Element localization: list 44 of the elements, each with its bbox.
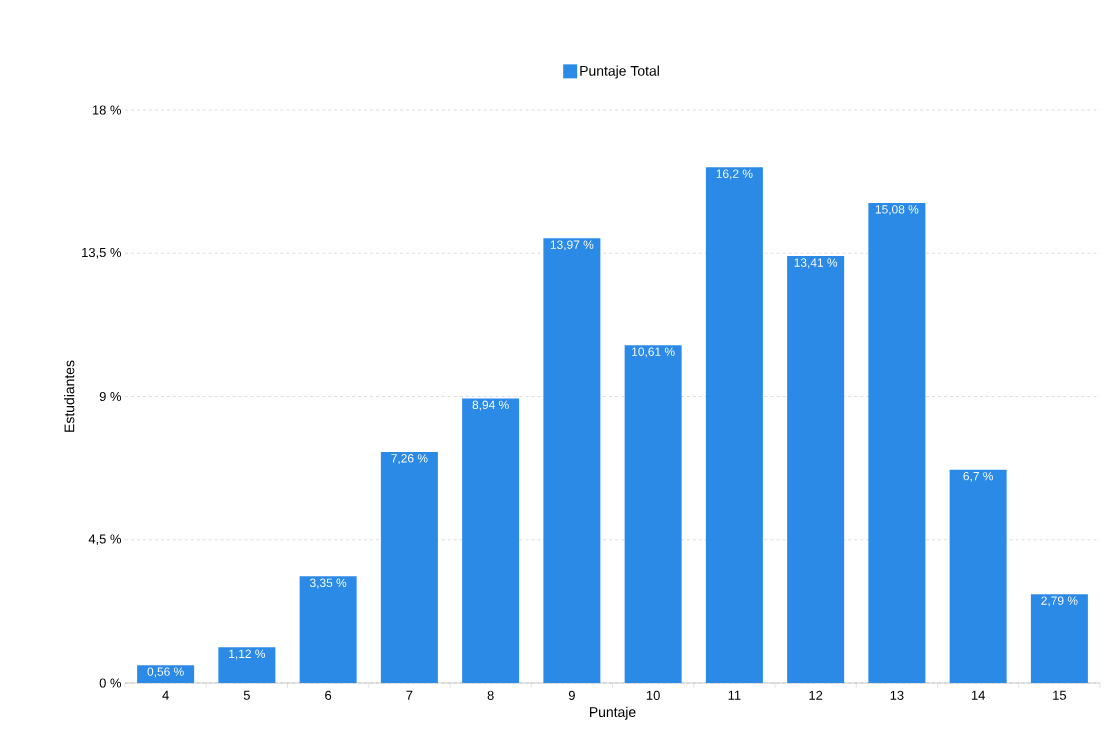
y-tick-label: 4,5 % bbox=[88, 534, 122, 546]
x-tick-label: 4 bbox=[162, 690, 169, 700]
x-tick-label: 5 bbox=[243, 690, 250, 700]
data-label: 15,08 % bbox=[875, 205, 919, 216]
data-label: 16,2 % bbox=[716, 169, 753, 180]
data-label: 13,97 % bbox=[550, 240, 594, 251]
data-label: 8,94 % bbox=[472, 400, 509, 411]
bar bbox=[543, 238, 601, 683]
bar bbox=[868, 202, 926, 683]
bar bbox=[949, 469, 1007, 683]
bar bbox=[380, 451, 438, 683]
bar bbox=[299, 576, 357, 683]
x-axis-title: Puntaje bbox=[589, 706, 636, 720]
y-tick-label: 9 % bbox=[99, 391, 122, 402]
x-tick-label: 15 bbox=[1053, 690, 1067, 700]
x-tick-label: 10 bbox=[646, 690, 660, 700]
data-label: 7,26 % bbox=[391, 454, 428, 464]
data-label: 1,12 % bbox=[229, 649, 266, 660]
x-tick-label: 9 bbox=[568, 690, 575, 700]
x-tick-label: 14 bbox=[971, 690, 985, 700]
data-label: 13,41 % bbox=[794, 258, 838, 269]
bar bbox=[137, 665, 195, 683]
x-tick-label: 13 bbox=[890, 690, 904, 700]
legend-label: Puntaje Total bbox=[580, 65, 659, 79]
y-tick-label: 13,5 % bbox=[82, 247, 122, 259]
bar bbox=[462, 398, 520, 683]
y-tick-label: 0 % bbox=[99, 678, 122, 688]
x-tick-label: 12 bbox=[809, 690, 823, 700]
x-tick-label: 8 bbox=[487, 690, 494, 700]
bar bbox=[1030, 594, 1088, 683]
x-tick-label: 6 bbox=[325, 690, 332, 700]
y-axis-title: Estudiantes bbox=[64, 360, 75, 432]
x-tick-label: 7 bbox=[406, 690, 413, 700]
data-label: 2,79 % bbox=[1041, 596, 1078, 607]
data-label: 6,7 % bbox=[963, 471, 993, 482]
bar bbox=[624, 345, 682, 683]
data-label: 3,35 % bbox=[309, 578, 347, 589]
bar bbox=[705, 167, 763, 683]
bar bbox=[787, 256, 845, 683]
bar bbox=[218, 647, 276, 683]
x-tick-label: 11 bbox=[728, 690, 741, 700]
y-tick-label: 18 % bbox=[92, 105, 122, 115]
data-label: 10,61 % bbox=[632, 347, 675, 358]
data-label: 0,56 % bbox=[147, 667, 184, 678]
